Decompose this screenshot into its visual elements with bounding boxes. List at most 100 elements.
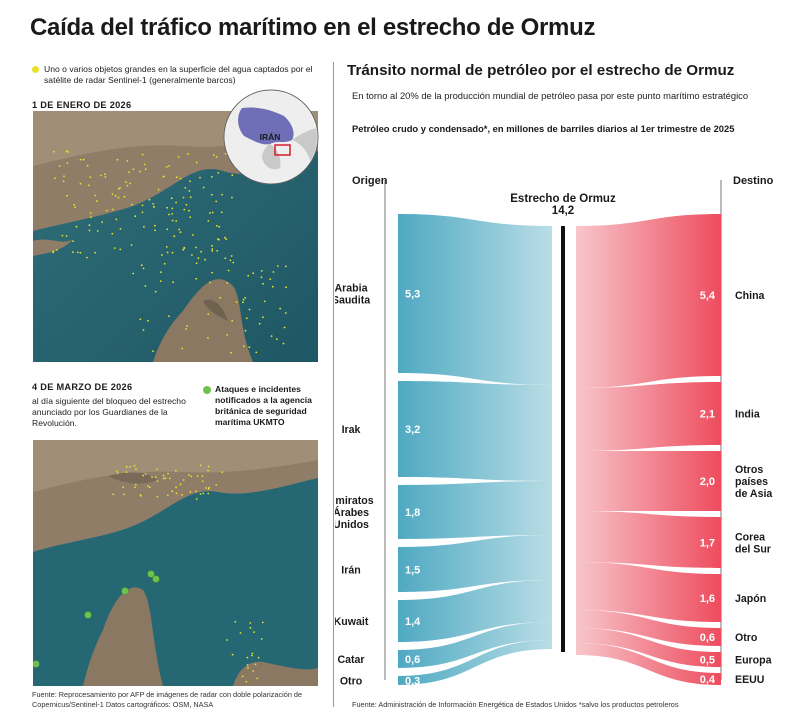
ship-dot bbox=[212, 154, 215, 156]
ship-dot bbox=[168, 213, 170, 216]
ship-dot bbox=[76, 251, 79, 254]
destination-label: Europa bbox=[735, 655, 772, 667]
ship-dot bbox=[166, 206, 169, 209]
ship-dot bbox=[123, 493, 125, 496]
ship-dot bbox=[117, 188, 120, 190]
map1-date: 1 DE ENERO DE 2026 bbox=[32, 100, 132, 110]
origin-flow bbox=[398, 535, 552, 592]
ship-dot bbox=[125, 471, 128, 473]
ship-dot bbox=[168, 315, 170, 318]
ship-dot bbox=[209, 212, 211, 214]
ship-dot bbox=[260, 638, 263, 640]
ship-dot bbox=[254, 663, 257, 666]
ship-dot bbox=[242, 298, 245, 301]
ship-dot bbox=[130, 244, 133, 246]
attack-dot bbox=[147, 570, 155, 578]
ship-dot bbox=[161, 254, 163, 256]
ship-dot bbox=[195, 161, 198, 164]
origin-label: Unidos bbox=[335, 519, 369, 531]
ship-dot bbox=[195, 277, 198, 280]
ship-dot bbox=[207, 492, 210, 495]
ship-dot bbox=[55, 249, 58, 251]
ship-dot bbox=[211, 244, 213, 247]
ship-dot bbox=[183, 247, 186, 250]
ship-dot bbox=[201, 480, 204, 483]
ship-dot bbox=[95, 200, 98, 203]
ship-dot bbox=[104, 173, 106, 176]
ship-dot bbox=[172, 281, 175, 284]
ship-dot bbox=[171, 219, 174, 222]
ship-dot bbox=[244, 329, 247, 332]
ship-dot bbox=[129, 466, 131, 468]
ship-dot bbox=[277, 265, 279, 267]
ship-dot bbox=[126, 160, 129, 162]
strait-center-bar bbox=[561, 226, 565, 652]
origin-label: Arabia bbox=[335, 283, 368, 295]
ship-dot bbox=[75, 225, 78, 228]
ship-dot bbox=[52, 250, 55, 253]
ship-legend: Uno o varios objetos grandes en la super… bbox=[32, 64, 334, 86]
ship-dot bbox=[175, 176, 178, 179]
ship-dot bbox=[231, 319, 234, 322]
ship-dot bbox=[122, 486, 124, 489]
ship-dot bbox=[200, 250, 203, 253]
ship-dot bbox=[189, 180, 191, 183]
ship-dot bbox=[134, 486, 136, 489]
ship-dot bbox=[282, 342, 285, 345]
ship-dot bbox=[230, 255, 233, 257]
ship-dot bbox=[140, 264, 143, 267]
ship-dot bbox=[54, 177, 56, 180]
ship-dot bbox=[94, 194, 97, 197]
destination-flow bbox=[576, 628, 721, 667]
origin-label: Kuwait bbox=[335, 616, 369, 628]
ship-dot bbox=[221, 471, 224, 474]
ship-dot bbox=[154, 229, 156, 232]
destination-flow bbox=[576, 214, 721, 388]
ship-dot bbox=[174, 469, 177, 472]
maps-source: Fuente: Reprocesamiento por AFP de imáge… bbox=[32, 690, 303, 709]
ship-dot bbox=[170, 197, 173, 200]
ship-dot bbox=[269, 278, 272, 280]
ship-dot bbox=[87, 184, 90, 187]
ship-dot bbox=[101, 221, 103, 223]
attack-dots-march bbox=[33, 570, 160, 668]
ship-dot bbox=[144, 285, 147, 287]
ship-dot bbox=[187, 153, 190, 155]
ship-dot bbox=[219, 296, 222, 299]
ship-dot bbox=[119, 228, 122, 230]
ship-dot bbox=[179, 483, 182, 486]
ship-dot bbox=[123, 195, 126, 198]
chart-subtitle: En torno al 20% de la producción mundial… bbox=[352, 90, 749, 101]
ship-dot bbox=[144, 473, 147, 475]
ship-dot bbox=[195, 262, 198, 264]
ship-dot bbox=[171, 213, 174, 215]
ship-dot bbox=[231, 174, 234, 177]
ship-dot bbox=[226, 639, 229, 641]
ship-dot bbox=[226, 282, 229, 284]
ship-dot bbox=[114, 194, 117, 197]
ship-dot bbox=[216, 238, 219, 240]
ship-dot bbox=[242, 301, 244, 304]
ship-dot bbox=[88, 229, 91, 232]
ship-dot bbox=[156, 495, 159, 498]
destination-header: Destino bbox=[733, 175, 774, 187]
ship-dot bbox=[183, 208, 186, 211]
ship-dot bbox=[88, 224, 91, 227]
origin-label: Saudita bbox=[335, 295, 370, 307]
origin-flows bbox=[398, 214, 552, 685]
ship-dot bbox=[182, 248, 185, 251]
ship-dot bbox=[260, 276, 263, 279]
ship-dot bbox=[86, 164, 89, 167]
ship-dot bbox=[224, 236, 226, 239]
ship-dot bbox=[166, 228, 169, 231]
ship-dot bbox=[182, 196, 185, 199]
ship-dot bbox=[247, 274, 250, 277]
ship-dot bbox=[249, 622, 252, 624]
destination-value-label: 0,6 bbox=[700, 632, 715, 644]
ship-dot bbox=[142, 329, 145, 331]
map-march-image bbox=[33, 440, 318, 686]
ship-dot bbox=[111, 193, 114, 195]
ship-dot bbox=[165, 166, 168, 168]
ship-dot bbox=[147, 319, 149, 322]
